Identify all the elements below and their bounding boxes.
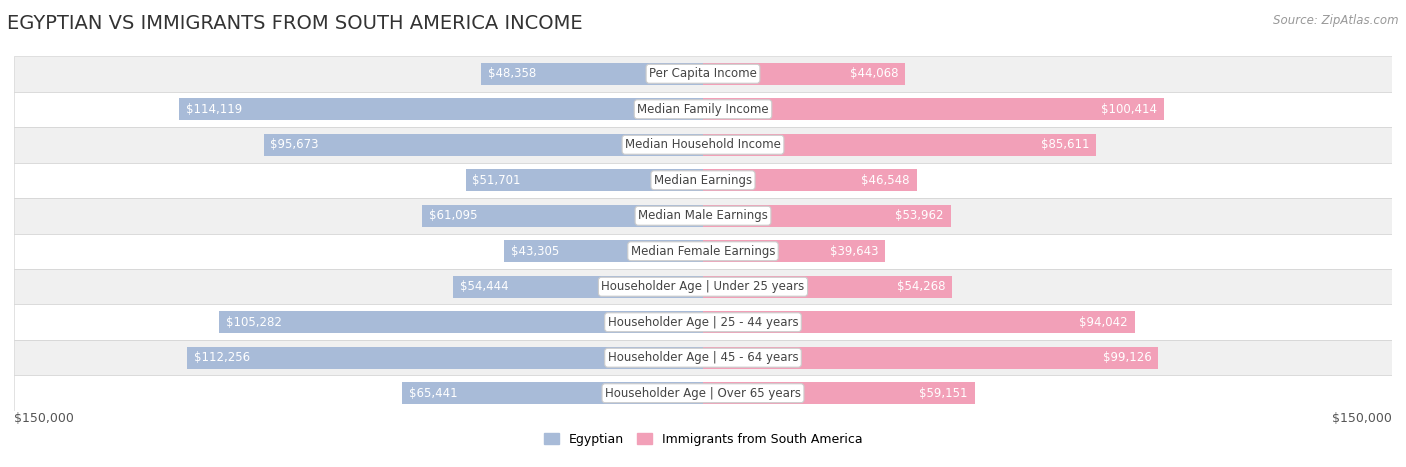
- Bar: [14, 92, 1392, 127]
- Bar: [14, 269, 1392, 304]
- Text: Median Earnings: Median Earnings: [654, 174, 752, 187]
- Text: $114,119: $114,119: [186, 103, 242, 116]
- Text: $65,441: $65,441: [409, 387, 458, 400]
- Text: Median Female Earnings: Median Female Earnings: [631, 245, 775, 258]
- Text: Median Family Income: Median Family Income: [637, 103, 769, 116]
- Legend: Egyptian, Immigrants from South America: Egyptian, Immigrants from South America: [538, 428, 868, 451]
- Bar: [14, 375, 1392, 411]
- Text: $53,962: $53,962: [896, 209, 943, 222]
- Bar: [703, 240, 886, 262]
- Bar: [14, 340, 1392, 375]
- Text: $39,643: $39,643: [830, 245, 879, 258]
- Text: $150,000: $150,000: [14, 412, 75, 425]
- Text: Median Male Earnings: Median Male Earnings: [638, 209, 768, 222]
- Bar: [402, 382, 703, 404]
- Text: $100,414: $100,414: [1101, 103, 1157, 116]
- Text: $150,000: $150,000: [1331, 412, 1392, 425]
- Bar: [14, 127, 1392, 163]
- Text: $51,701: $51,701: [472, 174, 522, 187]
- Text: Median Household Income: Median Household Income: [626, 138, 780, 151]
- Text: $59,151: $59,151: [920, 387, 967, 400]
- Text: Householder Age | Over 65 years: Householder Age | Over 65 years: [605, 387, 801, 400]
- Text: Per Capita Income: Per Capita Income: [650, 67, 756, 80]
- Bar: [703, 134, 1097, 156]
- Text: $85,611: $85,611: [1040, 138, 1090, 151]
- Bar: [703, 382, 974, 404]
- Text: $95,673: $95,673: [270, 138, 319, 151]
- Bar: [703, 63, 905, 85]
- Text: Householder Age | Under 25 years: Householder Age | Under 25 years: [602, 280, 804, 293]
- Bar: [179, 98, 703, 120]
- Text: $61,095: $61,095: [429, 209, 478, 222]
- Bar: [703, 311, 1135, 333]
- Text: Householder Age | 25 - 44 years: Householder Age | 25 - 44 years: [607, 316, 799, 329]
- Text: $99,126: $99,126: [1102, 351, 1152, 364]
- Bar: [263, 134, 703, 156]
- Text: $44,068: $44,068: [851, 67, 898, 80]
- Bar: [187, 347, 703, 369]
- Bar: [703, 347, 1159, 369]
- Text: $112,256: $112,256: [194, 351, 250, 364]
- Bar: [465, 169, 703, 191]
- Bar: [481, 63, 703, 85]
- Text: $48,358: $48,358: [488, 67, 536, 80]
- Bar: [703, 205, 950, 227]
- Bar: [505, 240, 703, 262]
- Bar: [453, 276, 703, 298]
- Text: $54,268: $54,268: [897, 280, 945, 293]
- Text: Source: ZipAtlas.com: Source: ZipAtlas.com: [1274, 14, 1399, 27]
- Bar: [219, 311, 703, 333]
- Text: $105,282: $105,282: [226, 316, 283, 329]
- Bar: [14, 163, 1392, 198]
- Text: $43,305: $43,305: [510, 245, 560, 258]
- Bar: [422, 205, 703, 227]
- Bar: [703, 98, 1164, 120]
- Text: $46,548: $46,548: [862, 174, 910, 187]
- Text: $54,444: $54,444: [460, 280, 509, 293]
- Bar: [703, 276, 952, 298]
- Bar: [14, 198, 1392, 234]
- Bar: [14, 56, 1392, 92]
- Bar: [14, 304, 1392, 340]
- Bar: [14, 234, 1392, 269]
- Text: $94,042: $94,042: [1080, 316, 1128, 329]
- Text: EGYPTIAN VS IMMIGRANTS FROM SOUTH AMERICA INCOME: EGYPTIAN VS IMMIGRANTS FROM SOUTH AMERIC…: [7, 14, 582, 33]
- Bar: [703, 169, 917, 191]
- Text: Householder Age | 45 - 64 years: Householder Age | 45 - 64 years: [607, 351, 799, 364]
